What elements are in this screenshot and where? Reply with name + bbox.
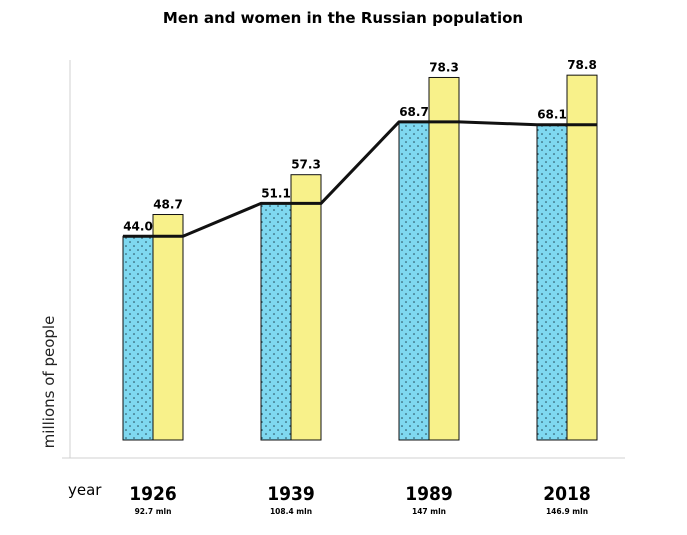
y-axis-label: millions of people xyxy=(40,316,58,449)
chart-title: Men and women in the Russian population xyxy=(163,9,523,27)
bar-men-1989 xyxy=(398,121,430,441)
x-tick-labels-group: 1926 92.7 mln 1939 108.4 mln 1989 147 mln 2018… xyxy=(129,483,591,516)
trend-line-group xyxy=(123,120,597,238)
total-label-1939: 108.4 mln xyxy=(270,507,312,516)
x-tick-label-1989: 1989 xyxy=(405,483,453,505)
value-label-women-1989: 78.3 xyxy=(429,60,459,74)
x-tick-label-1926: 1926 xyxy=(129,483,177,505)
total-label-1989: 147 mln xyxy=(412,507,446,516)
value-label-men-1926: 44.0 xyxy=(123,219,153,233)
axes xyxy=(62,60,625,459)
value-label-men-1939: 51.1 xyxy=(261,186,291,200)
value-label-men-1989: 68.7 xyxy=(399,105,429,119)
bar-men-1939 xyxy=(260,202,292,441)
bars-group xyxy=(122,74,598,441)
value-label-men-2018: 68.1 xyxy=(537,108,567,122)
bar-women-2018 xyxy=(566,74,598,441)
x-tick-label-1939: 1939 xyxy=(267,483,315,505)
total-label-1926: 92.7 mln xyxy=(135,507,172,516)
bar-women-1926 xyxy=(152,214,184,441)
value-labels-group: 44.048.7 51.157.3 68.7 78.3 68.1 78.8 xyxy=(123,58,597,233)
x-tick-label-2018: 2018 xyxy=(543,483,591,505)
x-axis-label: year xyxy=(68,481,102,499)
bar-women-1939 xyxy=(290,174,322,441)
value-label-women-1939: 57.3 xyxy=(291,158,321,172)
bar-men-2018 xyxy=(536,124,568,441)
value-label-women-1926: 48.7 xyxy=(153,198,183,212)
bar-women-1989 xyxy=(428,76,460,441)
trend-line xyxy=(123,120,597,238)
bar-men-1926 xyxy=(122,235,154,441)
total-label-2018: 146.9 mln xyxy=(546,507,588,516)
value-label-women-2018: 78.8 xyxy=(567,58,597,72)
